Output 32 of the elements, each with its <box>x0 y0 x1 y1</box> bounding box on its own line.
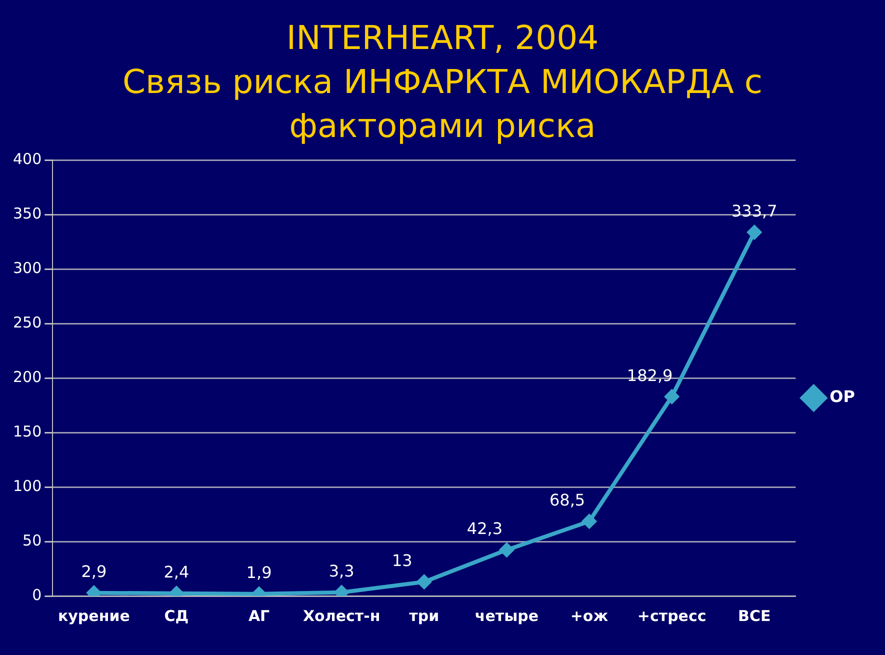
y-tick-label: 0 <box>32 586 42 604</box>
x-tick-label: Холест-н <box>302 606 380 625</box>
x-tick-label: курение <box>58 606 130 625</box>
x-tick-label: +ож <box>570 606 608 625</box>
y-tick-label: 150 <box>12 422 42 440</box>
x-tick-label: три <box>409 606 440 625</box>
data-label: 3,3 <box>328 562 354 581</box>
y-tick-label: 250 <box>12 313 42 332</box>
data-label: 2,4 <box>164 562 190 582</box>
y-tick-label: 50 <box>22 531 42 550</box>
data-label: 2,9 <box>81 562 107 581</box>
y-tick-label: 100 <box>12 476 42 495</box>
data-label: 1,9 <box>246 563 272 582</box>
y-tick-label: 350 <box>12 204 42 222</box>
point <box>500 542 514 557</box>
legend-label: ОР <box>830 387 856 406</box>
y-tick-label: 300 <box>12 258 42 277</box>
point <box>582 514 596 528</box>
chart-title: INTERHEART, 2004 <box>285 17 600 59</box>
x-tick-label: АГ <box>248 606 270 625</box>
x-tick-label: четыре <box>474 606 539 625</box>
data-label: 13 <box>392 550 412 570</box>
point <box>747 225 762 240</box>
data-label: 68,5 <box>549 490 586 510</box>
x-tick-label: +стресс <box>637 606 706 625</box>
data-label: 42,3 <box>466 519 503 538</box>
y-tick-label: 400 <box>12 150 42 168</box>
x-tick-label: ВСЕ <box>738 606 771 625</box>
y-tick-label: 200 <box>12 368 42 386</box>
point <box>664 390 679 404</box>
chart-subtitle: Связь риска ИНФАРКТА МИОКАРДА с факторами риска <box>121 61 764 147</box>
x-tick-label: СД <box>164 606 189 625</box>
